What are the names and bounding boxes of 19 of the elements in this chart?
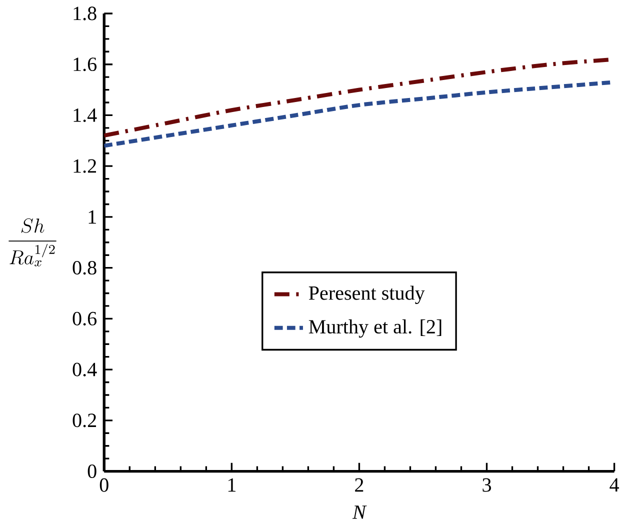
y-tick-label: 0.6 <box>72 312 97 326</box>
x-axis-title: N <box>352 505 367 519</box>
y-tick-label: 0.2 <box>72 413 96 428</box>
y-tick-label: 1.8 <box>74 6 96 20</box>
x-tick-label: 1 <box>228 478 236 492</box>
y-tick-label: 0.8 <box>72 260 96 274</box>
x-tick-label: 2 <box>355 478 364 492</box>
y-tick-label: 0 <box>88 464 96 478</box>
y-tick-label: 1.6 <box>74 57 97 71</box>
legend-label: Peresent study <box>308 286 425 304</box>
y-axis-title: $\frac{Sh}{Ra_x^{1/2}}$ <box>8 218 56 266</box>
y-tick-label: 1.4 <box>74 108 97 122</box>
y-tick-label: 1.2 <box>74 159 96 173</box>
x-tick-label: 4 <box>610 478 620 492</box>
x-tick-label: 0 <box>100 478 108 492</box>
y-tick-label: 1 <box>88 210 96 224</box>
y-tick-label: 0.4 <box>72 362 97 376</box>
x-tick-label: 3 <box>482 478 491 492</box>
legend-label: Murthy et al. [2] <box>308 319 442 338</box>
